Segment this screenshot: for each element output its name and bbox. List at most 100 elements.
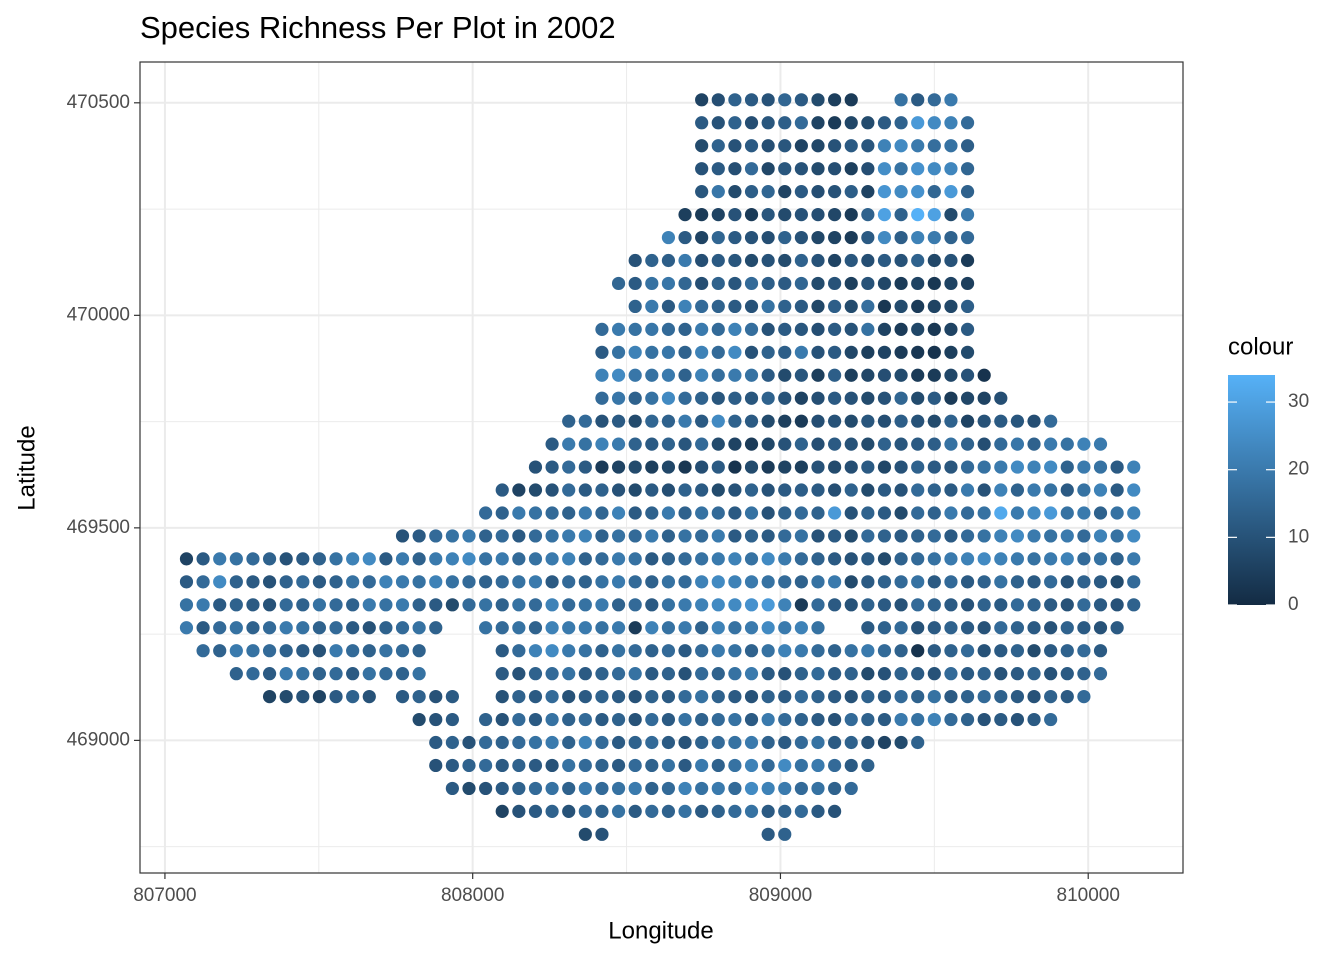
point <box>645 322 659 336</box>
point <box>744 621 759 635</box>
point <box>512 735 526 750</box>
point <box>495 781 509 796</box>
point <box>778 139 792 153</box>
point <box>711 598 725 612</box>
point <box>661 690 676 704</box>
point <box>628 345 642 359</box>
point <box>695 116 709 130</box>
point <box>479 552 493 566</box>
point <box>761 185 775 199</box>
point <box>628 621 642 635</box>
point <box>429 552 443 566</box>
point <box>196 575 210 589</box>
point <box>695 391 709 405</box>
point <box>994 598 1008 612</box>
point <box>695 368 709 382</box>
point <box>611 667 626 681</box>
point <box>412 644 426 658</box>
point <box>894 712 908 727</box>
point <box>695 644 709 658</box>
point <box>362 575 376 589</box>
point <box>479 529 493 543</box>
panel-border <box>139 61 1184 874</box>
point <box>994 552 1008 566</box>
point <box>296 667 310 681</box>
point <box>628 506 642 520</box>
point <box>761 391 775 405</box>
point <box>346 575 360 589</box>
point <box>661 552 676 566</box>
point <box>960 322 975 336</box>
point <box>1077 667 1091 681</box>
point <box>728 230 742 245</box>
point <box>595 414 609 428</box>
point <box>861 621 875 635</box>
point <box>728 644 742 658</box>
point <box>861 437 875 451</box>
point <box>611 368 626 382</box>
point <box>545 598 559 612</box>
point <box>512 781 526 796</box>
point <box>562 529 576 543</box>
point <box>661 414 676 428</box>
point <box>927 575 941 589</box>
point <box>828 116 842 130</box>
point <box>578 598 592 612</box>
point <box>927 391 941 405</box>
point <box>645 598 659 612</box>
point <box>744 735 759 750</box>
point <box>811 667 825 681</box>
point <box>661 391 676 405</box>
point <box>562 667 576 681</box>
point <box>778 116 792 130</box>
point <box>661 621 676 635</box>
point <box>1027 644 1041 658</box>
point <box>728 368 742 382</box>
point <box>495 483 509 497</box>
point <box>711 299 725 314</box>
point <box>279 598 293 612</box>
point <box>1110 598 1124 612</box>
point <box>562 437 576 451</box>
point <box>811 185 825 199</box>
point <box>828 230 842 245</box>
point <box>744 529 759 543</box>
point <box>911 93 925 107</box>
point <box>911 139 925 153</box>
point <box>1060 575 1074 589</box>
point <box>628 575 642 589</box>
point <box>911 667 925 681</box>
point <box>911 690 925 704</box>
point <box>495 690 509 704</box>
point <box>528 529 543 543</box>
point <box>678 690 692 704</box>
point <box>545 575 559 589</box>
point <box>977 391 991 405</box>
point <box>794 345 808 359</box>
point <box>828 345 842 359</box>
point <box>794 667 808 681</box>
point <box>229 575 243 589</box>
point <box>960 185 975 199</box>
point <box>412 598 426 612</box>
point <box>1010 598 1025 612</box>
point <box>678 253 692 268</box>
point <box>711 804 725 818</box>
point <box>794 506 808 520</box>
point <box>678 299 692 314</box>
point <box>960 276 975 291</box>
point <box>861 598 875 612</box>
point <box>861 276 875 291</box>
point <box>645 299 659 314</box>
point <box>661 506 676 520</box>
point <box>844 575 858 589</box>
point <box>346 621 360 635</box>
point <box>728 207 742 222</box>
point <box>977 437 991 451</box>
point <box>246 552 260 566</box>
point <box>512 506 526 520</box>
point <box>545 667 559 681</box>
point <box>678 276 692 291</box>
point <box>661 460 676 474</box>
point <box>911 712 925 727</box>
